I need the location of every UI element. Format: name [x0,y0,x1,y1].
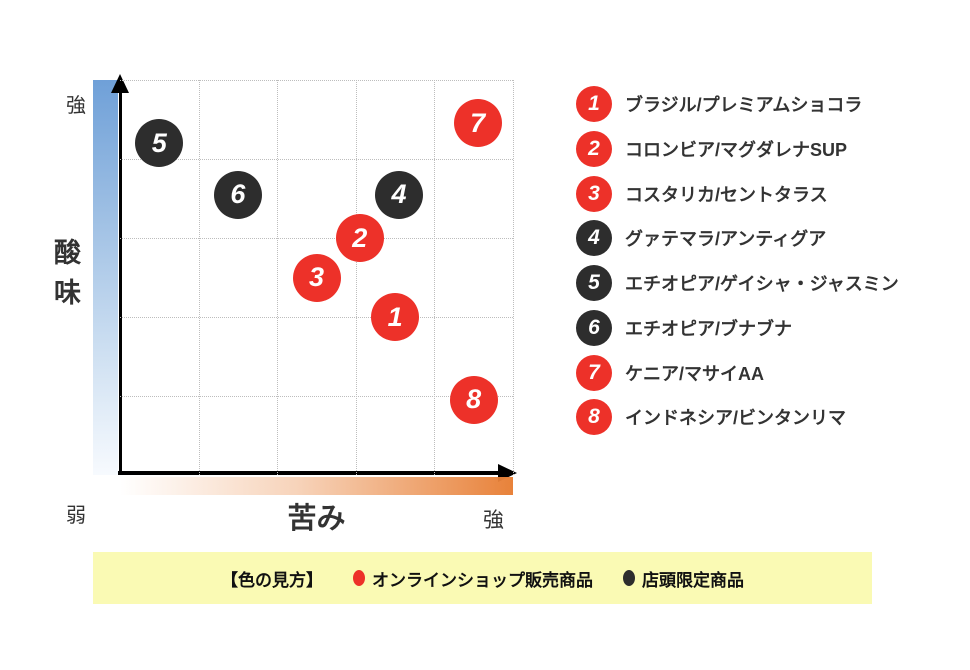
legend-item-6: 6 エチオピア/ブナブナ [576,308,792,348]
legend-label-6: エチオピア/ブナブナ [625,318,793,339]
data-point-7: 7 [453,99,502,148]
color-key-banner: 【色の見方】 オンラインショップ販売商品 店頭限定商品 [93,552,872,604]
legend-item-8: 8 インドネシア/ビンタンリマ [576,397,846,437]
gridline-horizontal [120,317,513,318]
x-axis-gradient-bar [120,477,513,495]
y-axis-arrowhead-icon [111,74,129,93]
legend-label-1: ブラジル/プレミアムショコラ [625,95,863,115]
legend-item-2: 2 コロンビア/マグダレナSUP [576,129,847,169]
color-key-heading: 【色の見方】 [221,570,323,590]
x-axis-max-label: 強 [483,509,504,532]
y-axis-line [119,90,122,475]
x-axis-line [118,471,501,475]
online-dot-icon [353,570,365,586]
legend-label-8: インドネシア/ビンタンリマ [625,408,846,429]
color-key-store: 店頭限定商品 [623,566,744,591]
legend-marker-6: 6 [576,309,612,346]
data-point-8: 8 [449,375,498,424]
y-axis-max-label: 強 [66,95,86,117]
legend-marker-8: 8 [576,399,612,436]
store-dot-icon [623,570,635,586]
legend-item-1: 1 ブラジル/プレミアムショコラ [576,84,862,124]
gridline-vertical [355,80,357,475]
legend-marker-2: 2 [576,130,612,167]
gridline-vertical [277,80,279,475]
legend-item-7: 7 ケニア/マサイAA [576,353,764,393]
legend: 1 ブラジル/プレミアムショコラ 2 コロンビア/マグダレナSUP 3 コスタリカ/セント… [576,84,956,449]
y-axis-title: 酸味 [50,238,80,318]
gridline-horizontal [120,238,513,239]
data-point-4: 4 [375,170,424,219]
data-point-3: 3 [292,253,341,302]
legend-label-7: ケニア/マサイAA [625,363,764,384]
gridline-horizontal [120,396,513,397]
data-point-1: 1 [371,293,420,341]
legend-item-4: 4 グァテマラ/アンティグア [576,218,826,258]
legend-label-5: エチオピア/ゲイシャ・ジャスミン [625,274,899,294]
gridline-vertical [198,80,200,475]
gridline-vertical [434,80,436,475]
y-axis-gradient-bar [93,80,118,475]
legend-marker-4: 4 [576,220,612,257]
gridline-horizontal [120,80,513,81]
legend-marker-5: 5 [576,265,612,301]
legend-marker-3: 3 [576,175,612,212]
data-point-5: 5 [135,119,184,168]
legend-item-5: 5 エチオピア/ゲイシャ・ジャスミン [576,263,899,303]
legend-label-4: グァテマラ/アンティグア [625,229,827,250]
store-label: 店頭限定商品 [642,570,744,590]
online-label: オンラインショップ販売商品 [372,570,593,590]
legend-marker-7: 7 [576,354,612,391]
gridline-horizontal [120,159,513,160]
data-point-6: 6 [213,170,262,219]
legend-item-3: 3 コスタリカ/セントタラス [576,174,828,214]
color-key-online: オンラインショップ販売商品 [353,566,593,591]
legend-label-2: コロンビア/マグダレナSUP [625,139,848,160]
gridline-vertical [513,80,514,475]
legend-label-3: コスタリカ/セントタラス [625,184,828,205]
x-axis-title: 苦み [287,503,346,535]
origin-weak-label: 弱 [66,505,86,527]
data-point-2: 2 [335,214,384,262]
legend-marker-1: 1 [576,86,612,122]
